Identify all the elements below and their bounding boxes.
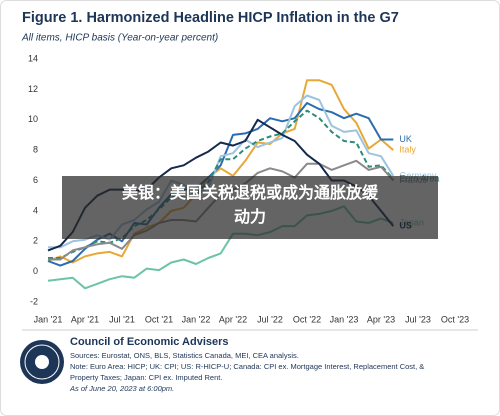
x-tick-label: Jul '23 [405,314,431,324]
x-tick-label: Jul '21 [109,314,135,324]
overlay-text: 美银：美国关税退税或成为通胀放缓 [122,183,379,202]
x-tick-label: Apr '23 [367,314,395,324]
x-tick-label: Oct '23 [441,314,469,324]
overlay-banner [62,176,438,239]
series-line [48,109,395,259]
y-tick-label: 6 [33,175,38,185]
footer-lines: Sources: Eurostat, ONS, BLS, Statistics … [69,351,424,393]
y-tick-label: 0 [33,266,38,276]
x-tick-label: Oct '21 [145,314,173,324]
footer-line: Note: Euro Area: HICP; UK: CPI; US: R-HI… [70,362,424,371]
y-tick-label: 8 [33,145,38,155]
x-tick-label: Apr '22 [219,314,247,324]
footer-line: Property Taxes; Japan: CPI ex. Imputed R… [70,373,222,382]
series-label: UK [399,134,412,144]
footer-org: Council of Economic Advisers [70,336,229,348]
x-tick-label: Jan '22 [182,314,211,324]
chart-subtitle: All items, HICP basis (Year-on-year perc… [21,33,218,44]
footer-line: As of June 20, 2023 at 6:00pm. [69,384,174,393]
series-line [47,79,394,264]
footer-line: Sources: Eurostat, ONS, BLS, Statistics … [70,351,299,360]
x-tick-label: Apr '21 [71,314,99,324]
logo [20,340,64,384]
chart-title: Figure 1. Harmonized Headline HICP Infla… [22,10,399,26]
y-tick-label: 14 [28,53,38,63]
y-tick-label: 10 [28,114,38,124]
x-tick-label: Jan '23 [330,314,359,324]
x-tick-label: Jan '21 [34,314,63,324]
overlay-text: 动力 [234,207,266,226]
y-tick-label: -2 [30,296,38,306]
series-label: Germany [399,170,437,180]
x-tick-label: Jul '22 [257,314,283,324]
x-tick-label: Oct '22 [293,314,321,324]
y-tick-label: 12 [28,84,38,94]
y-tick-label: 4 [33,205,38,215]
series-label: Italy [399,145,416,155]
y-tick-label: 2 [33,236,38,246]
